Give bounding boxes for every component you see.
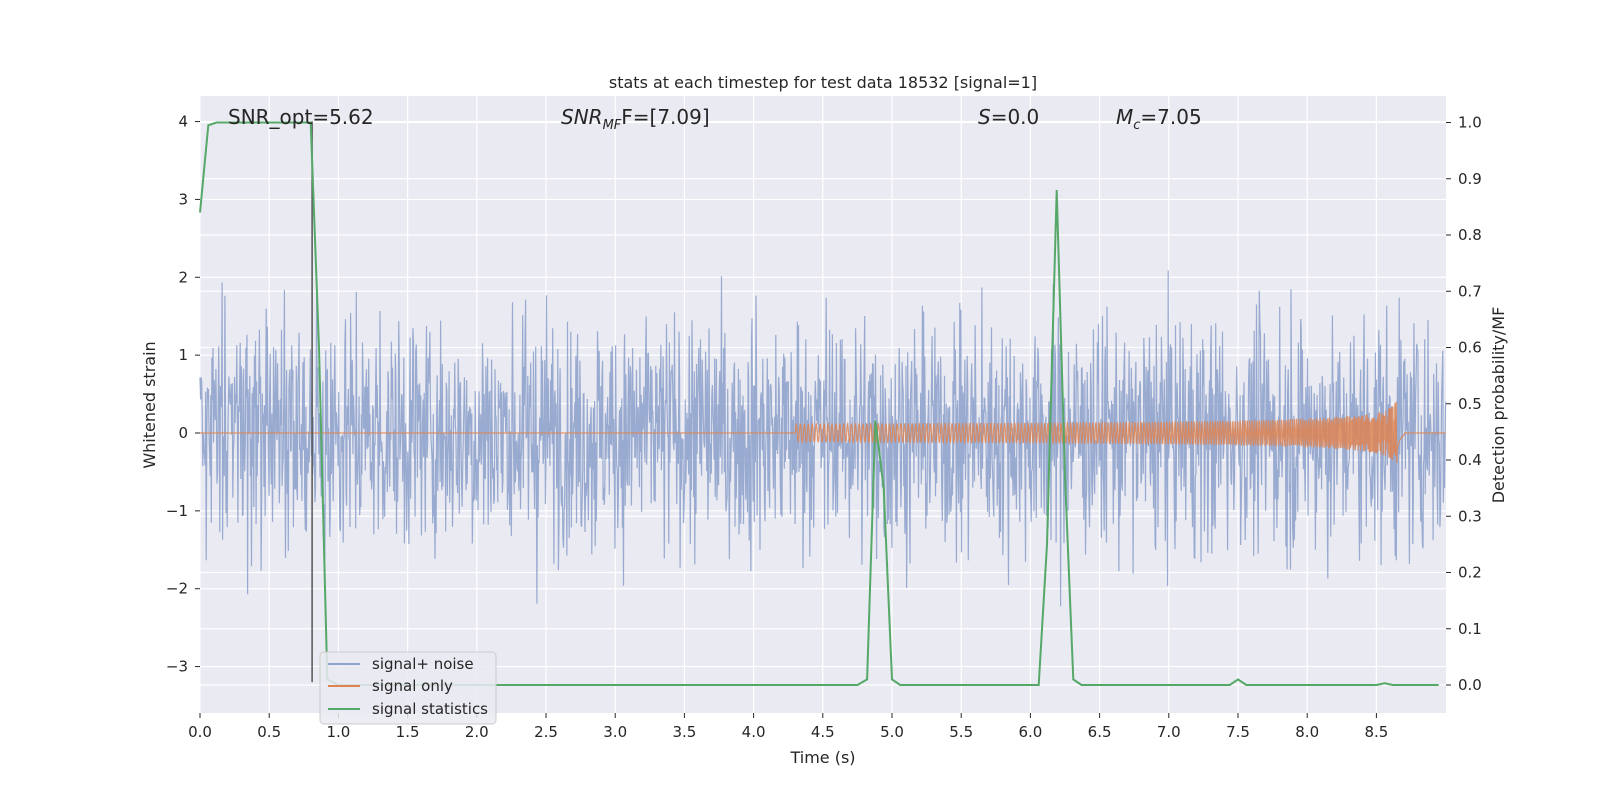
- y2-tick-label-9: 0.1: [1458, 620, 1482, 638]
- y-axis-label: Whitened strain: [140, 341, 159, 468]
- y-tick-label-7: −3: [166, 658, 188, 676]
- x-tick-label-2: 1.0: [326, 723, 350, 741]
- legend-box: [319, 651, 497, 725]
- annotation-mc: Mc=7.05: [1116, 105, 1202, 133]
- y2-tick-label-7: 0.3: [1458, 507, 1482, 525]
- x-tick-label-13: 6.5: [1088, 723, 1112, 741]
- x-tick-label-16: 8.0: [1295, 723, 1319, 741]
- legend-label-signal: signal only: [372, 677, 453, 695]
- mc-label: M: [1116, 105, 1133, 129]
- y-tick-label-2: 2: [178, 268, 188, 286]
- grid: [199, 96, 1446, 713]
- y-tick-label-1: 3: [178, 190, 188, 208]
- y2-tick-label-3: 0.7: [1458, 282, 1482, 300]
- x-tick-label-5: 2.5: [534, 723, 558, 741]
- y-tick-label-3: 1: [178, 346, 188, 364]
- x-tick-label-4: 2.0: [465, 723, 489, 741]
- legend-label-stats: signal statistics: [372, 700, 488, 718]
- y2-tick-label-5: 0.5: [1458, 395, 1482, 413]
- x-tick-label-7: 3.5: [672, 723, 696, 741]
- x-tick-label-9: 4.5: [811, 723, 835, 741]
- y2-axis-label: Detection probability/MF: [1489, 307, 1508, 504]
- y-tick-label-4: 0: [178, 424, 188, 442]
- signal-only-line: [200, 401, 1446, 464]
- y2-tick-label-0: 1.0: [1458, 114, 1482, 132]
- x-tick-label-11: 5.5: [949, 723, 973, 741]
- y2-tick-label-8: 0.2: [1458, 564, 1482, 582]
- s-value: =0.0: [991, 105, 1040, 129]
- mc-value: =7.05: [1140, 105, 1201, 129]
- y2-tick-label-10: 0.0: [1458, 676, 1482, 694]
- tick-labels: 0.0 0.5 1.0 1.5 2.0 2.5 3.0 3.5 4.0 4.5 5.0 5.5 6.0 6…: [166, 113, 1482, 741]
- y2-tick-label-4: 0.6: [1458, 339, 1482, 357]
- x-tick-label-8: 4.0: [742, 723, 766, 741]
- x-tick-label-15: 7.5: [1226, 723, 1250, 741]
- y2-tick-label-6: 0.4: [1458, 451, 1482, 469]
- x-tick-label-12: 6.0: [1018, 723, 1042, 741]
- annotation-snr-opt: SNR_opt=5.62: [228, 105, 374, 129]
- mc-sub: c: [1133, 118, 1140, 133]
- x-tick-label-17: 8.5: [1364, 723, 1388, 741]
- x-tick-label-6: 3.0: [603, 723, 627, 741]
- signal-only-series: [200, 401, 1446, 464]
- annotation-s: S=0.0: [978, 105, 1039, 129]
- snr-mf-sub: MF: [603, 118, 622, 133]
- annotation-snr-mf: SNRMFF=[7.09]: [561, 105, 710, 133]
- legend-label-noise: signal+ noise: [372, 655, 474, 673]
- chart-title: stats at each timestep for test data 185…: [609, 73, 1037, 92]
- y-tick-label-6: −2: [166, 580, 188, 598]
- signal-statistics-series: [199, 121, 1439, 686]
- x-tick-label-14: 7.0: [1157, 723, 1181, 741]
- s-label: S: [978, 105, 991, 129]
- legend: signal+ noise signal only signal statist…: [319, 651, 497, 725]
- x-tick-label-10: 5.0: [880, 723, 904, 741]
- signal-statistics-line: [199, 121, 1439, 686]
- y2-tick-label-1: 0.9: [1458, 170, 1482, 188]
- y-tick-label-0: 4: [178, 113, 188, 131]
- x-tick-label-3: 1.5: [396, 723, 420, 741]
- snr-mf-value: F=[7.09]: [621, 105, 709, 129]
- x-axis-label: Time (s): [789, 748, 855, 767]
- x-tick-label-0: 0.0: [188, 723, 212, 741]
- y-tick-label-5: −1: [166, 502, 188, 520]
- y2-tick-label-2: 0.8: [1458, 226, 1482, 244]
- snr-mf-label: SNR: [561, 105, 603, 129]
- x-tick-label-1: 0.5: [257, 723, 281, 741]
